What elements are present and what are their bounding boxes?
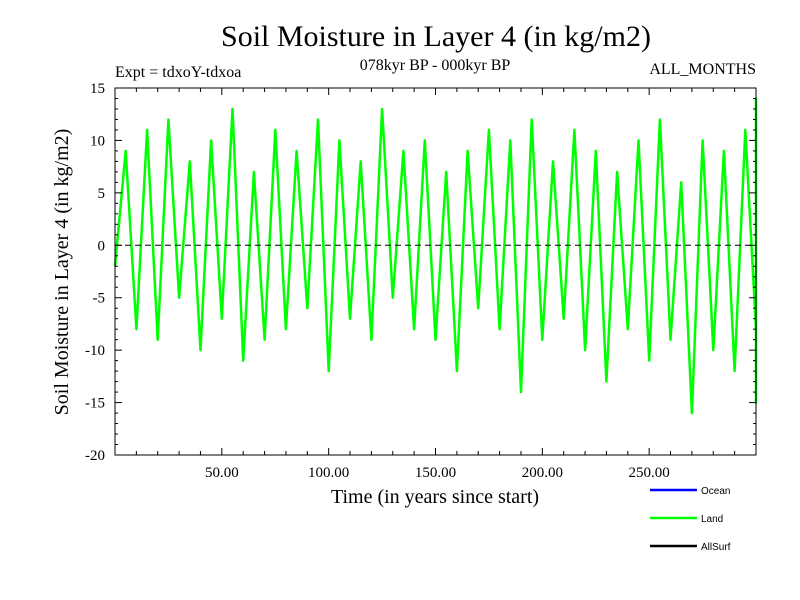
y-tick-label: -20 xyxy=(85,448,105,464)
x-axis-label: Time (in years since start) xyxy=(331,486,539,508)
x-tick-label: 100.00 xyxy=(308,465,349,481)
legend: Ocean Land AllSurf xyxy=(650,486,731,553)
x-tick-label: 150.00 xyxy=(415,465,456,481)
period-label: 078kyr BP - 000kyr BP xyxy=(360,57,511,74)
y-tick-label: -5 xyxy=(93,291,106,307)
x-tick-label: 250.00 xyxy=(629,465,670,481)
legend-label-allsurf: AllSurf xyxy=(701,542,731,553)
y-tick-label: 5 xyxy=(98,186,106,202)
legend-label-ocean: Ocean xyxy=(701,486,730,497)
y-axis-label: Soil Moisture in Layer 4 (in kg/m2) xyxy=(51,129,73,416)
legend-label-land: Land xyxy=(701,514,723,525)
y-tick-label: -15 xyxy=(85,396,105,412)
y-tick-label: 15 xyxy=(90,81,105,97)
plot-area xyxy=(113,97,758,415)
axes: -20 -15 -10 -5 0 5 10 15 50.00 100.00 150.00 200.00… xyxy=(85,81,757,481)
x-tick-label: 50.00 xyxy=(205,465,239,481)
y-tick-label: 0 xyxy=(98,238,106,254)
chart-title: Soil Moisture in Layer 4 (in kg/m2) xyxy=(221,20,651,53)
series-line-land xyxy=(113,97,758,415)
experiment-label: Expt = tdxoY-tdxoa xyxy=(115,64,241,81)
y-tick-label: 10 xyxy=(90,133,105,149)
x-tick-label: 200.00 xyxy=(522,465,563,481)
y-tick-label: -10 xyxy=(85,343,105,359)
months-label: ALL_MONTHS xyxy=(649,61,756,78)
